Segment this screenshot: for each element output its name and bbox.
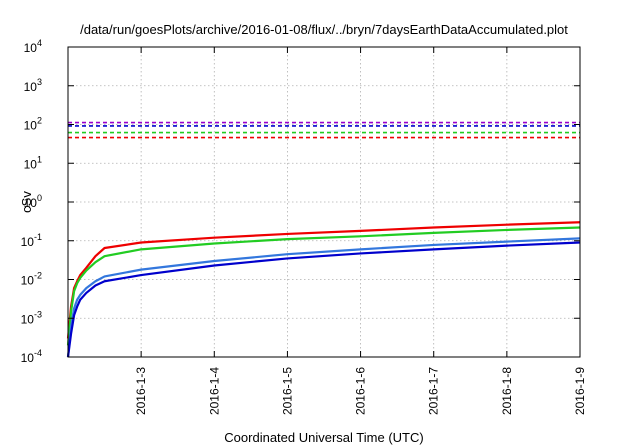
x-tick-label: 2016-1-8	[500, 367, 514, 415]
y-tick-label: 102	[24, 116, 42, 133]
series-line	[66, 221, 581, 339]
x-tick-label: 2016-1-9	[573, 367, 587, 415]
series-lines	[66, 221, 581, 358]
y-tick-label: 10-3	[21, 309, 42, 326]
y-tick-label: 101	[24, 154, 42, 171]
y-axis-ticks: 10-4 10-3 10-2 10-1 100 101 102 103 104	[21, 38, 580, 365]
y-tick-label: 103	[24, 77, 42, 94]
y-tick-label: 100	[24, 193, 42, 210]
series-line	[66, 241, 581, 358]
y-tick-label: 10-2	[21, 271, 42, 288]
y-tick-label: 104	[24, 38, 42, 55]
x-tick-label: 2016-1-7	[427, 367, 441, 415]
grid	[68, 47, 580, 357]
series-line	[66, 237, 581, 358]
x-tick-label: 2016-1-3	[134, 367, 148, 415]
y-tick-label: 10-1	[21, 232, 42, 249]
y-axis-label: cSv	[19, 191, 34, 213]
chart-title: /data/run/goesPlots/archive/2016-01-08/f…	[80, 22, 568, 37]
threshold-lines	[68, 121, 580, 139]
x-axis-ticks: 2016-1-3 2016-1-4 2016-1-5 2016-1-6 2016-1-7…	[134, 47, 587, 415]
x-tick-label: 2016-1-5	[280, 367, 294, 415]
x-tick-label: 2016-1-4	[207, 367, 221, 415]
y-tick-label: 10-4	[21, 348, 42, 365]
x-tick-label: 2016-1-6	[354, 367, 368, 415]
series-line	[66, 226, 581, 346]
x-axis-label: Coordinated Universal Time (UTC)	[224, 430, 423, 445]
